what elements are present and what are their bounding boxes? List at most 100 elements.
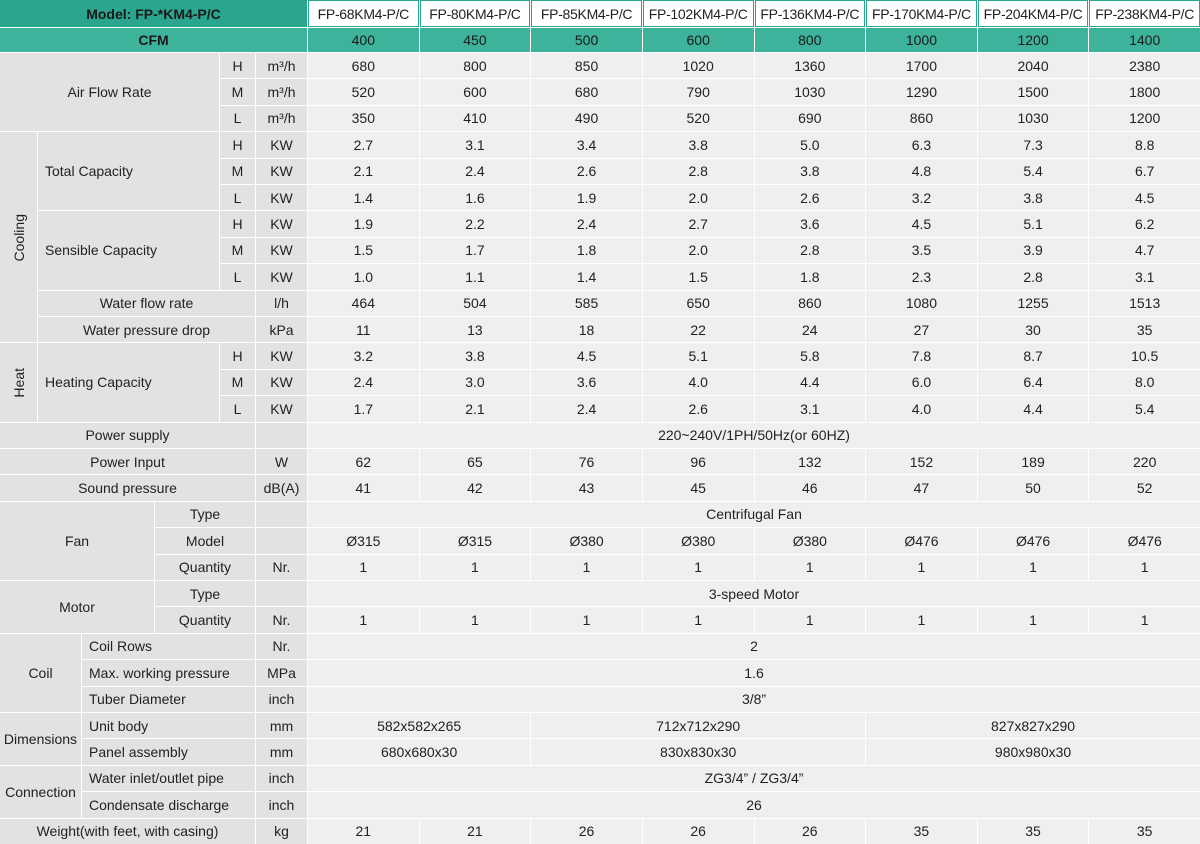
value-cell: 10.5 bbox=[1089, 343, 1200, 369]
row-label: Quantity bbox=[155, 554, 255, 580]
unit-cell: KW bbox=[256, 369, 307, 396]
value-cell: 152 bbox=[866, 448, 977, 475]
value-cell: 1.1 bbox=[419, 264, 531, 290]
value-cell: 5.1 bbox=[977, 211, 1089, 237]
row-label: Type bbox=[155, 501, 255, 528]
value-cell: 2.7 bbox=[308, 132, 419, 158]
value-cell: 220~240V/1PH/50Hz(or 60HZ) bbox=[308, 422, 1200, 448]
unit-cell: KW bbox=[256, 396, 307, 422]
value-cell: 2.4 bbox=[531, 211, 642, 237]
value-cell: 189 bbox=[977, 448, 1089, 475]
value-cell: 35 bbox=[977, 818, 1089, 844]
value-cell: 1.8 bbox=[531, 237, 642, 264]
model-name: FP-170KM4-P/C bbox=[866, 0, 977, 27]
value-cell: 30 bbox=[977, 316, 1089, 343]
value-cell: 2.8 bbox=[977, 264, 1089, 290]
row-label: Water inlet/outlet pipe bbox=[82, 765, 255, 792]
model-name: FP-80KM4-P/C bbox=[419, 0, 531, 27]
value-cell: 3.4 bbox=[531, 132, 642, 158]
value-cell: 800 bbox=[419, 53, 531, 79]
value-cell: 26 bbox=[308, 792, 1200, 818]
value-cell: Ø476 bbox=[1089, 528, 1200, 554]
value-cell: Ø380 bbox=[531, 528, 642, 554]
level-cell: H bbox=[220, 211, 255, 237]
value-cell: 1 bbox=[754, 607, 866, 633]
value-cell: 2.0 bbox=[642, 184, 754, 211]
value-cell: 4.5 bbox=[531, 343, 642, 369]
cfm-value: 800 bbox=[754, 28, 866, 52]
unit-cell: Nr. bbox=[256, 607, 307, 633]
unit-cell: KW bbox=[256, 158, 307, 184]
group-label: Motor bbox=[0, 580, 154, 633]
value-cell: 2.8 bbox=[642, 158, 754, 184]
value-cell: 1 bbox=[308, 554, 419, 580]
unit-cell: kg bbox=[256, 818, 307, 844]
value-cell: 830x830x30 bbox=[531, 739, 866, 765]
value-cell: 3.8 bbox=[977, 184, 1089, 211]
value-cell: 35 bbox=[1089, 316, 1200, 343]
header-label: Model: FP-*KM4-P/C bbox=[0, 0, 307, 27]
value-cell: 3/8” bbox=[308, 686, 1200, 712]
value-cell: 4.0 bbox=[642, 369, 754, 396]
value-cell: 2.2 bbox=[419, 211, 531, 237]
value-cell: 1 bbox=[531, 607, 642, 633]
value-cell: 3.8 bbox=[642, 132, 754, 158]
value-cell: 18 bbox=[531, 316, 642, 343]
value-cell: 1 bbox=[642, 554, 754, 580]
value-cell: 582x582x265 bbox=[308, 712, 531, 739]
level-cell: H bbox=[220, 343, 255, 369]
value-cell: 27 bbox=[866, 316, 977, 343]
value-cell: 1 bbox=[531, 554, 642, 580]
value-cell: 5.4 bbox=[1089, 396, 1200, 422]
value-cell: Ø315 bbox=[308, 528, 419, 554]
value-cell: Ø476 bbox=[866, 528, 977, 554]
value-cell: 96 bbox=[642, 448, 754, 475]
value-cell: 42 bbox=[419, 475, 531, 501]
value-cell: 7.3 bbox=[977, 132, 1089, 158]
value-cell: Ø476 bbox=[977, 528, 1089, 554]
value-cell: 1.4 bbox=[531, 264, 642, 290]
value-cell: 680 bbox=[308, 53, 419, 79]
cfm-value: 600 bbox=[642, 28, 754, 52]
row-label: Sensible Capacity bbox=[38, 211, 219, 290]
unit-cell: KW bbox=[256, 343, 307, 369]
unit-cell: Nr. bbox=[256, 633, 307, 660]
value-cell: 6.3 bbox=[866, 132, 977, 158]
value-cell: 5.1 bbox=[642, 343, 754, 369]
row-label: Water flow rate bbox=[38, 290, 255, 316]
group-label: Dimensions bbox=[0, 712, 81, 765]
value-cell: 850 bbox=[531, 53, 642, 79]
group-label: Fan bbox=[0, 501, 154, 580]
value-cell: 2.8 bbox=[754, 237, 866, 264]
unit-cell bbox=[256, 422, 307, 448]
value-cell: 3.0 bbox=[419, 369, 531, 396]
value-cell: 26 bbox=[642, 818, 754, 844]
unit-cell: KW bbox=[256, 211, 307, 237]
value-cell: 2.0 bbox=[642, 237, 754, 264]
value-cell: 1 bbox=[977, 554, 1089, 580]
value-cell: 1513 bbox=[1089, 290, 1200, 316]
value-cell: 21 bbox=[308, 818, 419, 844]
value-cell: 1 bbox=[419, 607, 531, 633]
row-label: Tuber Diameter bbox=[82, 686, 255, 712]
row-label: Model bbox=[155, 528, 255, 554]
value-cell: 1700 bbox=[866, 53, 977, 79]
value-cell: 8.8 bbox=[1089, 132, 1200, 158]
value-cell: 2380 bbox=[1089, 53, 1200, 79]
unit-cell: dB(A) bbox=[256, 475, 307, 501]
value-cell: 1.0 bbox=[308, 264, 419, 290]
unit-cell: inch bbox=[256, 686, 307, 712]
value-cell: 43 bbox=[531, 475, 642, 501]
value-cell: 3.8 bbox=[419, 343, 531, 369]
model-name: FP-85KM4-P/C bbox=[531, 0, 642, 27]
value-cell: ZG3/4” / ZG3/4” bbox=[308, 765, 1200, 792]
value-cell: 11 bbox=[308, 316, 419, 343]
value-cell: 690 bbox=[754, 105, 866, 132]
value-cell: 8.7 bbox=[977, 343, 1089, 369]
unit-cell: inch bbox=[256, 792, 307, 818]
value-cell: 21 bbox=[419, 818, 531, 844]
row-label: Coil Rows bbox=[82, 633, 255, 660]
value-cell: 3.5 bbox=[866, 237, 977, 264]
